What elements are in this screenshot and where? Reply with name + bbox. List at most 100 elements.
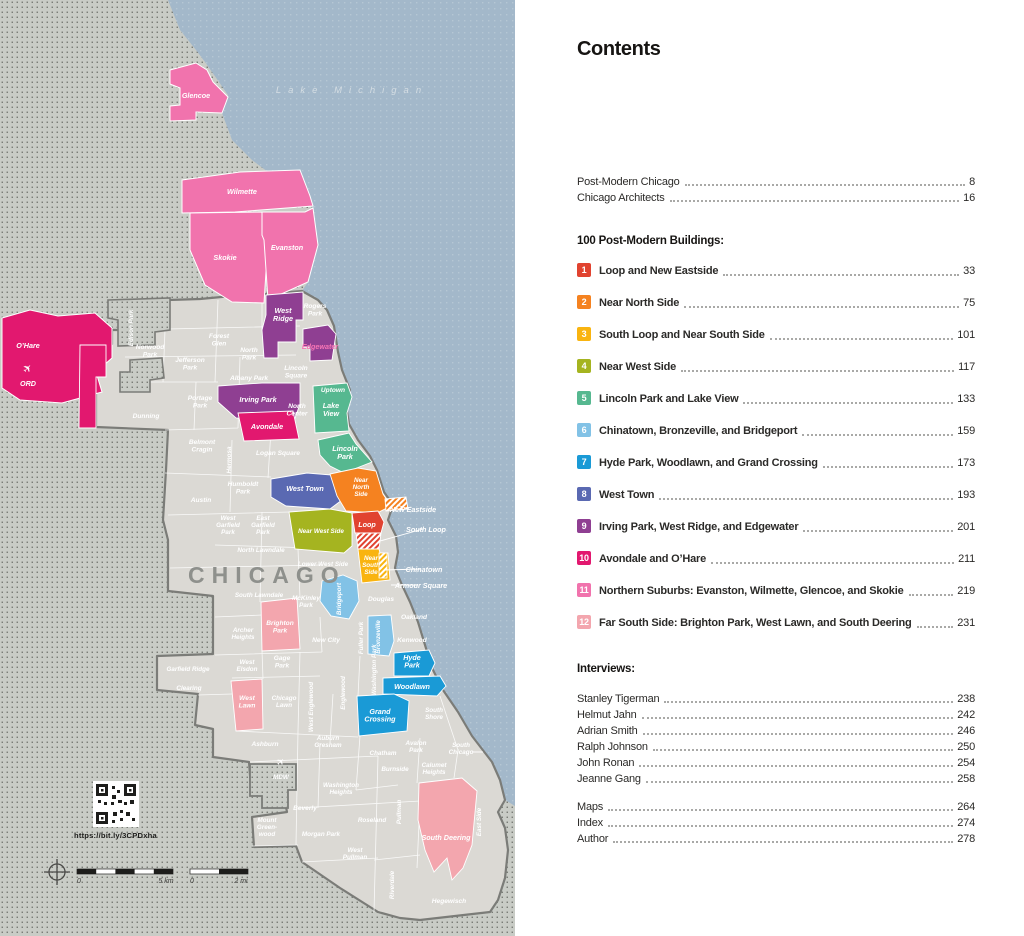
toc-interview-row[interactable]: John Ronan 254 <box>577 755 975 771</box>
toc-interview-row[interactable]: Stanley Tigerman 238 <box>577 691 975 707</box>
toc-end-row[interactable]: Index 274 <box>577 815 975 831</box>
region-edgewater <box>302 324 337 362</box>
label-avalon-park: Avalon Park <box>405 740 427 754</box>
toc-label: Index <box>577 817 603 829</box>
region-grand-crossing <box>356 693 410 737</box>
toc-front-row[interactable]: Chicago Architects 16 <box>577 190 975 206</box>
label-wilmette: Wilmette <box>227 187 257 196</box>
region-lake-view <box>312 382 353 434</box>
toc-chapter-row[interactable]: 1 Loop and New Eastside 33 <box>577 263 975 278</box>
dotted-leader <box>642 733 954 735</box>
region-bridgeport <box>319 574 360 620</box>
chapter-number-badge: 2 <box>577 295 591 309</box>
label-south-loop: South Loop <box>406 525 447 534</box>
chapter-number-badge: 6 <box>577 423 591 437</box>
toc-page-number: 238 <box>957 693 975 705</box>
label-south-deering: South Deering <box>421 833 471 842</box>
toc-chapter-row[interactable]: 12 Far South Side: Brighton Park, West L… <box>577 615 975 630</box>
label-chatham: Chatham <box>370 750 397 757</box>
toc-chapter-row[interactable]: 10 Avondale and O’Hare 211 <box>577 551 975 566</box>
contents-panel: Contents Post-Modern Chicago 8 Chicago A… <box>577 38 975 847</box>
toc-chapter-row[interactable]: 7 Hyde Park, Woodlawn, and Grand Crossin… <box>577 455 975 470</box>
toc-chapter-row[interactable]: 2 Near North Side 75 <box>577 295 975 310</box>
label-mckinley-park: McKinley Park <box>292 595 320 609</box>
label-west-town: West Town <box>286 484 324 493</box>
label-archer-heights: Archer Heights <box>231 627 255 641</box>
region-chinatown <box>378 552 388 579</box>
label-east-side: East Side <box>476 807 483 836</box>
chapter-number-badge: 9 <box>577 519 591 533</box>
label-new-eastside: New Eastside <box>390 505 436 514</box>
label-pullman: Pullman <box>396 800 403 825</box>
toc-front-row[interactable]: Post-Modern Chicago 8 <box>577 174 975 190</box>
dotted-leader <box>803 530 954 532</box>
label-skokie: Skokie <box>213 253 236 262</box>
label-gage-park: Gage Park <box>274 655 291 669</box>
toc-chapter-row[interactable]: 11 Northern Suburbs: Evanston, Wilmette,… <box>577 583 975 598</box>
toc-chapter-row[interactable]: 4 Near West Side 117 <box>577 359 975 374</box>
label-north-lawndale: North Lawndale <box>237 547 285 554</box>
toc-page-number: 264 <box>957 801 975 813</box>
toc-interview-row[interactable]: Ralph Johnson 250 <box>577 739 975 755</box>
front-matter-list: Post-Modern Chicago 8 Chicago Architects… <box>577 174 975 206</box>
region-near-west-side <box>288 508 353 554</box>
label-near-south-side: Near South Side <box>362 555 380 576</box>
toc-page-number: 278 <box>957 833 975 845</box>
dotted-leader <box>769 338 954 340</box>
toc-end-row[interactable]: Maps 264 <box>577 799 975 815</box>
label-south-chicago: South Chicago <box>449 742 474 756</box>
label-chinatown: Chinatown <box>406 565 443 574</box>
label-ohare: O’Hare <box>16 341 40 350</box>
scale-bar-mi: 0 2 mi <box>189 868 249 885</box>
toc-chapter-row[interactable]: 3 South Loop and Near South Side 101 <box>577 327 975 342</box>
dotted-leader <box>684 306 960 308</box>
dotted-enclave-2 <box>119 357 165 393</box>
label-loop: Loop <box>358 520 376 529</box>
label-lower-west-side: Lower West Side <box>298 561 349 568</box>
label-west-englewood: West Englewood <box>308 682 315 732</box>
label-west-garfield-park: West Garfield Park <box>216 515 240 536</box>
toc-end-row[interactable]: Author 278 <box>577 831 975 847</box>
label-near-west-side: Near West Side <box>298 528 344 535</box>
label-forest-glen: Forest Glen <box>209 333 230 347</box>
qr-code <box>93 781 139 827</box>
chapter-label: Near North Side <box>599 297 680 309</box>
dotted-leader <box>659 498 954 500</box>
dotted-leader <box>664 701 954 703</box>
toc-interview-row[interactable]: Adrian Smith 246 <box>577 723 975 739</box>
label-roseland: Roseland <box>358 817 386 824</box>
toc-interview-row[interactable]: Helmut Jahn 242 <box>577 707 975 723</box>
label-chicago-lawn: Chicago Lawn <box>272 695 297 709</box>
dotted-leader <box>639 765 954 767</box>
toc-chapter-row[interactable]: 8 West Town 193 <box>577 487 975 502</box>
toc-interview-row[interactable]: Jeanne Gang 258 <box>577 771 975 787</box>
chicago-map: Lake Michigan CHICAGO Glencoe Wilmette S… <box>0 0 515 936</box>
label-west-ridge: West Ridge <box>273 306 293 323</box>
label-hermosa: Hermosa <box>226 446 233 473</box>
toc-chapter-row[interactable]: 9 Irving Park, West Ridge, and Edgewater… <box>577 519 975 534</box>
label-calumet-heights: Calumet Heights <box>422 762 448 776</box>
dotted-leader <box>822 466 954 468</box>
region-evanston <box>261 207 319 301</box>
label-edgewater: Edgewater <box>302 342 340 351</box>
region-bronzeville <box>367 614 395 657</box>
label-irving-park: Irving Park <box>239 395 277 404</box>
label-morgan-park: Morgan Park <box>302 831 341 838</box>
label-rogers-park: Rogers Park <box>304 303 327 317</box>
chapter-label: South Loop and Near South Side <box>599 329 765 341</box>
chapter-page-number: 211 <box>958 553 975 565</box>
region-brighton-park <box>260 597 301 652</box>
qr-url[interactable]: https://bit.ly/3CPDxha <box>74 831 157 840</box>
chapter-page-number: 133 <box>957 393 975 405</box>
label-north-park: North Park <box>240 347 258 361</box>
label-near-north-side: Near North Side <box>353 477 370 498</box>
toc-chapter-row[interactable]: 6 Chinatown, Bronzeville, and Bridgeport… <box>577 423 975 438</box>
toc-chapter-row[interactable]: 5 Lincoln Park and Lake View 133 <box>577 391 975 406</box>
label-portage-park: Portage Park <box>188 395 213 409</box>
dotted-leader <box>652 749 954 751</box>
region-woodlawn <box>382 675 447 697</box>
toc-page-number: 16 <box>963 192 975 204</box>
chapter-label: Near West Side <box>599 361 677 373</box>
chapter-number-badge: 5 <box>577 391 591 405</box>
dotted-leader <box>645 781 954 783</box>
